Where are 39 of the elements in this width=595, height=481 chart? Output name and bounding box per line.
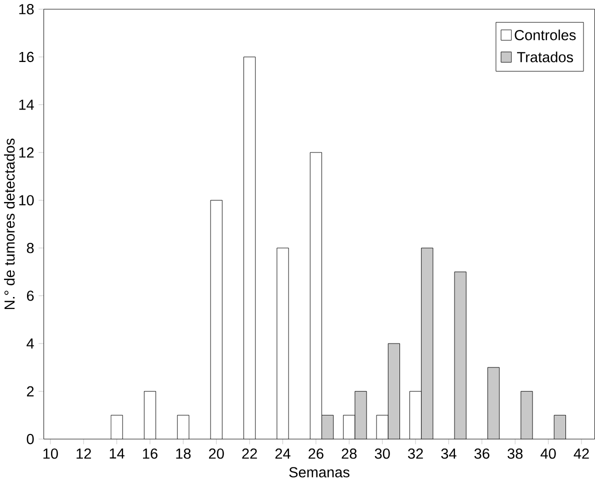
x-tick-label: 34 <box>441 448 456 459</box>
x-tick-label: 26 <box>308 448 324 459</box>
y-axis-title: N.° de tumores detectados <box>4 138 15 309</box>
x-tick-label: 36 <box>474 448 490 459</box>
y-tick-label: 16 <box>19 52 34 62</box>
x-tick-label: 16 <box>143 448 158 459</box>
bar <box>520 390 533 439</box>
bar <box>322 414 334 439</box>
x-tick-label: 38 <box>508 448 523 459</box>
x-tick-label: 20 <box>209 448 224 459</box>
x-tick-label: 40 <box>540 448 556 459</box>
x-tick-label: 24 <box>275 448 290 458</box>
y-tick-label: 0 <box>26 434 34 444</box>
bar <box>487 366 500 439</box>
bar <box>454 271 466 439</box>
y-tick-label: 4 <box>26 338 34 348</box>
y-tick-label: 12 <box>19 147 34 158</box>
x-tick-label: 28 <box>342 448 357 459</box>
x-tick-label: 22 <box>242 448 257 458</box>
bar <box>421 248 434 439</box>
bar <box>554 414 566 439</box>
y-tick-label: 10 <box>19 194 34 206</box>
bar <box>388 343 400 439</box>
y-tick-label: 6 <box>27 290 34 301</box>
y-tick-label: 2 <box>26 386 34 396</box>
x-tick-label: 42 <box>574 448 589 458</box>
x-axis-title: Semanas <box>289 466 350 478</box>
bar <box>354 390 367 439</box>
legend-label: Tratados <box>517 51 574 62</box>
x-tick-label: 14 <box>110 448 124 458</box>
y-tick-label: 8 <box>26 242 34 253</box>
x-tick-label: 32 <box>408 448 423 459</box>
legend-label: Controles <box>514 29 576 40</box>
x-tick-label: 18 <box>176 448 191 459</box>
x-tick-label: 10 <box>43 448 58 459</box>
y-tick-label: 18 <box>19 4 34 14</box>
x-tick-label: 12 <box>76 448 91 458</box>
x-tick-label: 30 <box>374 448 390 459</box>
y-tick-label: 14 <box>19 100 34 110</box>
